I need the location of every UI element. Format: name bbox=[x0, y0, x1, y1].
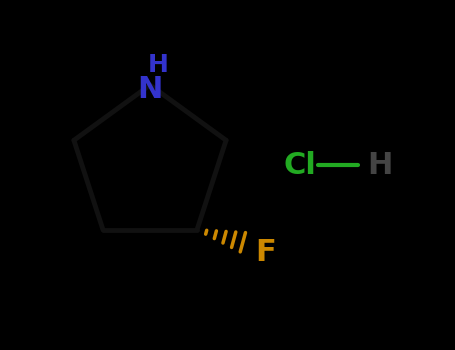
Text: H: H bbox=[147, 53, 168, 77]
Text: Cl: Cl bbox=[283, 150, 316, 180]
Text: H: H bbox=[367, 150, 393, 180]
Text: N: N bbox=[137, 75, 163, 104]
Text: F: F bbox=[256, 238, 276, 267]
